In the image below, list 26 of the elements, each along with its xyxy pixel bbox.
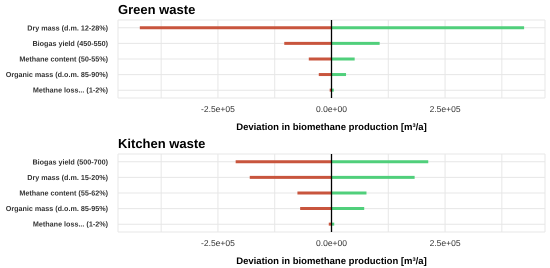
x-tick-label: -2.5e+05	[201, 238, 236, 248]
x-tick-label: -2.5e+05	[201, 104, 236, 114]
x-axis-title: Deviation in biomethane production [m³/a]	[236, 256, 427, 267]
bar	[332, 73, 346, 76]
x-axis-title: Deviation in biomethane production [m³/a]	[236, 122, 427, 133]
bar	[300, 207, 332, 210]
bar	[332, 42, 380, 45]
bar	[284, 42, 332, 45]
bar	[332, 176, 415, 179]
bar	[332, 160, 428, 164]
x-tick-label: 2.5e+05	[430, 104, 461, 114]
x-tick-label: 0.0e+00	[316, 104, 348, 114]
x-tick-label: 0.0e+00	[316, 238, 348, 248]
bar	[332, 207, 364, 210]
bar	[250, 176, 332, 179]
chart-title: Kitchen waste	[118, 136, 206, 151]
bar	[318, 73, 332, 76]
chart-title: Green waste	[118, 2, 196, 17]
bar	[140, 26, 332, 30]
bar	[236, 160, 332, 164]
bar	[297, 191, 332, 194]
bar	[332, 191, 366, 194]
x-tick-label: 2.5e+05	[430, 238, 461, 248]
bar	[332, 57, 355, 60]
bar	[332, 26, 524, 30]
bar	[308, 57, 332, 60]
